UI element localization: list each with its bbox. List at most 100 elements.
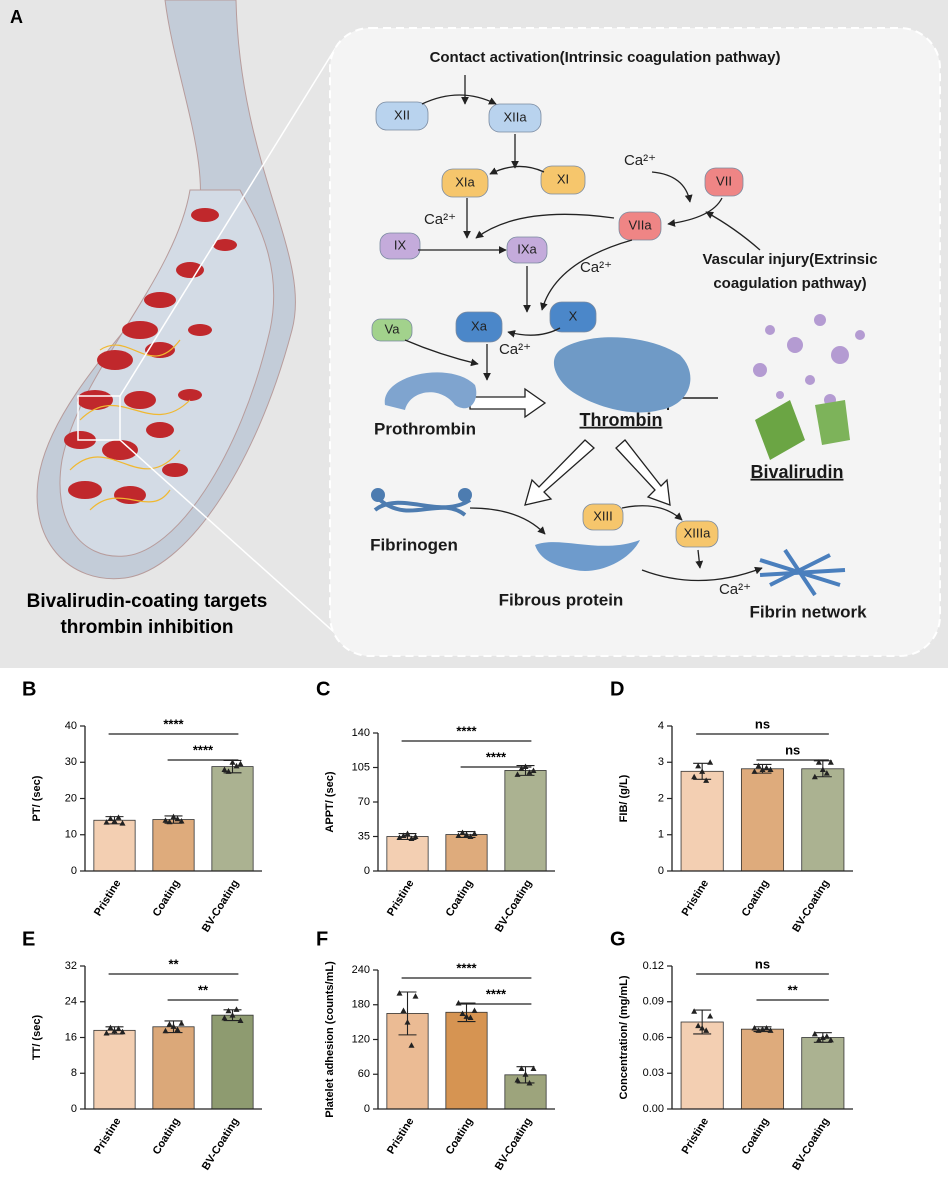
y-tick-label: 70 — [358, 796, 370, 808]
data-point — [522, 1071, 529, 1077]
x-tick-label: Pristine — [92, 1116, 124, 1157]
data-point — [119, 820, 126, 826]
y-tick-label: 2 — [658, 792, 664, 804]
bar — [740, 768, 785, 872]
data-point — [755, 762, 762, 769]
data-point — [400, 1007, 407, 1014]
data-point — [751, 768, 758, 774]
data-point — [463, 831, 470, 838]
node-label: VII — [716, 173, 732, 188]
data-point — [166, 1021, 173, 1027]
data-point — [815, 759, 822, 765]
data-point — [412, 993, 419, 999]
x-tick-label: BV-Coating — [493, 878, 535, 935]
data-point — [522, 763, 529, 770]
data-point — [174, 815, 181, 822]
data-point — [707, 1013, 714, 1019]
label: Fibrin network — [749, 602, 867, 621]
data-point — [233, 1006, 240, 1012]
bar — [93, 1029, 136, 1110]
x-tick-label: Coating — [740, 878, 772, 919]
panel-label: E — [22, 928, 35, 950]
data-point — [221, 1014, 228, 1021]
x-tick-label: BV-Coating — [790, 878, 832, 935]
y-axis-label: Concentration/ (mg/mL) — [618, 975, 630, 1099]
data-point — [408, 1042, 415, 1048]
node-box — [441, 168, 489, 198]
data-point — [763, 764, 770, 771]
data-point — [396, 834, 403, 840]
y-tick-label: 4 — [658, 720, 664, 732]
data-point — [703, 1027, 710, 1033]
pathway-label: coagulation pathway) — [713, 275, 866, 292]
y-tick-label: 0 — [71, 865, 77, 877]
y-tick-label: 20 — [65, 792, 77, 804]
x-tick-label: BV-Coating — [200, 878, 242, 935]
significance-label: **** — [163, 716, 184, 731]
significance-label: **** — [456, 960, 477, 975]
data-point — [412, 833, 419, 839]
y-tick-label: 3 — [658, 756, 664, 768]
data-point — [237, 1017, 244, 1024]
data-point — [823, 770, 830, 776]
bar — [445, 834, 488, 872]
data-point — [107, 815, 114, 821]
node-label: XI — [557, 171, 569, 186]
data-point — [396, 990, 403, 996]
x-tick-label: Coating — [151, 878, 183, 919]
node-label: IXa — [517, 241, 537, 256]
pathway-label: Contact activation(Intrinsic coagulation… — [430, 49, 781, 66]
x-tick-label: Coating — [444, 1116, 476, 1157]
bar — [801, 768, 845, 872]
x-tick-label: BV-Coating — [493, 1116, 535, 1173]
node-label: X — [569, 308, 578, 323]
label: Fibrinogen — [370, 535, 458, 554]
node-box — [455, 311, 503, 343]
data-point — [759, 766, 766, 772]
data-point — [691, 773, 698, 780]
data-point — [229, 759, 236, 765]
panel-label: F — [316, 928, 328, 950]
y-tick-label: 0.00 — [643, 1103, 664, 1115]
node-label: IX — [394, 237, 407, 252]
caption: Bivalirudin-coating targets — [27, 591, 268, 612]
data-point — [237, 760, 244, 767]
data-point — [178, 1020, 185, 1026]
label: Fibrous protein — [499, 590, 624, 609]
y-tick-label: 35 — [358, 830, 370, 842]
data-point — [178, 817, 185, 824]
y-tick-label: 0.03 — [643, 1067, 664, 1079]
data-point — [518, 765, 525, 771]
bar — [740, 1028, 785, 1110]
data-point — [107, 1024, 114, 1031]
data-point — [467, 1014, 474, 1020]
data-point — [811, 773, 818, 780]
y-tick-label: 0 — [71, 1103, 77, 1115]
significance-label: ** — [788, 982, 799, 997]
significance-label: **** — [486, 749, 507, 764]
data-point — [695, 762, 702, 769]
data-point — [751, 1024, 758, 1031]
y-tick-label: 32 — [65, 960, 77, 972]
data-point — [767, 1027, 774, 1033]
data-point — [530, 1065, 537, 1071]
data-point — [225, 1007, 232, 1014]
vessel — [36, 0, 346, 643]
data-point — [823, 1033, 830, 1039]
data-point — [229, 1012, 236, 1018]
y-tick-label: 10 — [65, 829, 77, 841]
panel-label: A — [10, 7, 23, 27]
node-box — [506, 236, 548, 264]
y-tick-label: 30 — [65, 756, 77, 768]
x-tick-label: Pristine — [680, 1116, 712, 1157]
panel-label: G — [610, 928, 626, 950]
x-tick-label: Pristine — [385, 878, 417, 919]
data-point — [115, 814, 122, 820]
y-tick-label: 16 — [65, 1031, 77, 1043]
significance-label: **** — [486, 986, 507, 1001]
label: Thrombin — [580, 410, 663, 430]
data-point — [691, 1008, 698, 1014]
data-point — [471, 1007, 478, 1014]
data-point — [819, 766, 826, 772]
data-point — [404, 830, 411, 837]
